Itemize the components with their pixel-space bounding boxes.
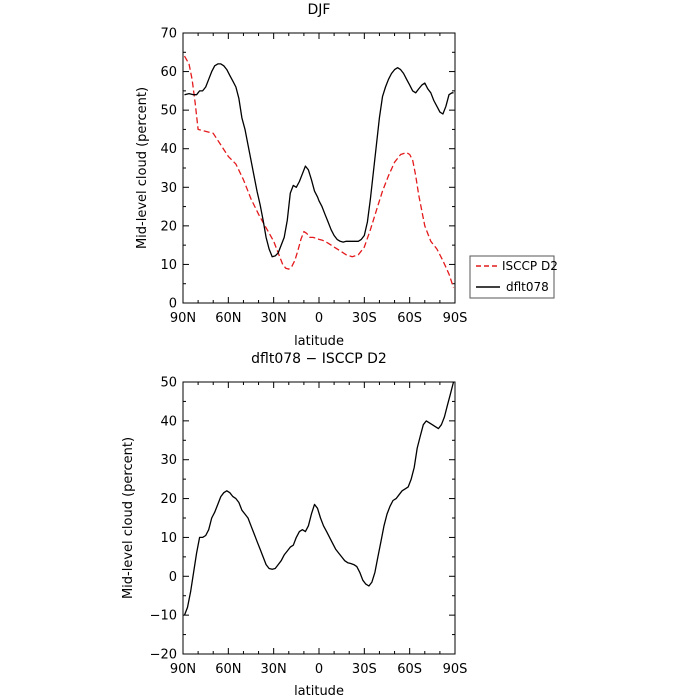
legend-label-isccp: ISCCP D2 bbox=[502, 259, 558, 273]
series-lines bbox=[183, 55, 455, 288]
series-line-dflt078 bbox=[184, 63, 454, 258]
y-axis-label: Mid-level cloud (percent) bbox=[121, 437, 136, 599]
x-axis-label: latitude bbox=[294, 684, 344, 699]
top-chart: DJF 90N 60N 30N 0 30S 60S 90S 010203040506070 … bbox=[135, 2, 558, 349]
x-tick-label: 90S bbox=[443, 311, 468, 326]
x-axis-label: latitude bbox=[294, 334, 344, 349]
legend-label-dflt078: dflt078 bbox=[506, 280, 549, 294]
x-tick-label: 30N bbox=[261, 311, 287, 326]
y-tick-label: 60 bbox=[160, 65, 177, 80]
chart-title: dflt078 − ISCCP D2 bbox=[251, 351, 387, 367]
y-tick-label: 30 bbox=[160, 181, 177, 196]
chart-title: DJF bbox=[308, 2, 331, 18]
series-line-isccp-d2 bbox=[183, 55, 455, 288]
y-tick-label: 70 bbox=[160, 27, 177, 42]
x-tick-label: 60N bbox=[215, 662, 241, 677]
y-tick-label: 40 bbox=[160, 142, 177, 157]
y-tick-label: −10 bbox=[150, 609, 177, 624]
y-tick-label: 40 bbox=[160, 414, 177, 429]
y-tick-labels: −20 −10 0 10 20 30 40 50 bbox=[150, 376, 177, 663]
y-tick-label: 30 bbox=[160, 453, 177, 468]
y-tick-label: 50 bbox=[160, 104, 177, 119]
bottom-chart: dflt078 − ISCCP D2 90N 60N 30N 0 30S 60S 90S −… bbox=[121, 351, 467, 699]
x-tick-label: 0 bbox=[315, 311, 323, 326]
legend: ISCCP D2 dflt078 bbox=[469, 255, 558, 299]
tick-marks bbox=[182, 381, 456, 655]
x-tick-label: 90S bbox=[443, 662, 468, 677]
x-tick-labels: 90N 60N 30N 0 30S 60S 90S bbox=[170, 311, 468, 326]
x-tick-label: 30S bbox=[352, 311, 377, 326]
y-tick-label: 50 bbox=[160, 376, 177, 391]
x-tick-label: 30S bbox=[352, 662, 377, 677]
x-tick-label: 30N bbox=[261, 662, 287, 677]
series-lines bbox=[183, 381, 455, 616]
y-tick-label: 10 bbox=[160, 531, 177, 546]
y-tick-label: 10 bbox=[160, 258, 177, 273]
tick-marks bbox=[182, 32, 456, 304]
series-line-difference bbox=[183, 381, 455, 616]
x-tick-label: 90N bbox=[170, 662, 196, 677]
y-tick-label: −20 bbox=[150, 648, 177, 663]
y-axis-label: Mid-level cloud (percent) bbox=[135, 87, 150, 249]
y-tick-label: 20 bbox=[160, 492, 177, 507]
y-tick-labels: 0 10 20 30 40 50 60 70 bbox=[160, 27, 177, 312]
x-tick-label: 60N bbox=[215, 311, 241, 326]
legend-box bbox=[469, 255, 555, 299]
y-tick-label: 20 bbox=[160, 219, 177, 234]
x-tick-label: 0 bbox=[315, 662, 323, 677]
x-tick-label: 60S bbox=[397, 662, 422, 677]
x-tick-label: 60S bbox=[397, 311, 422, 326]
x-tick-label: 90N bbox=[170, 311, 196, 326]
y-tick-label: 0 bbox=[169, 297, 177, 312]
x-tick-labels: 90N 60N 30N 0 30S 60S 90S bbox=[170, 662, 468, 677]
y-tick-label: 0 bbox=[169, 570, 177, 585]
